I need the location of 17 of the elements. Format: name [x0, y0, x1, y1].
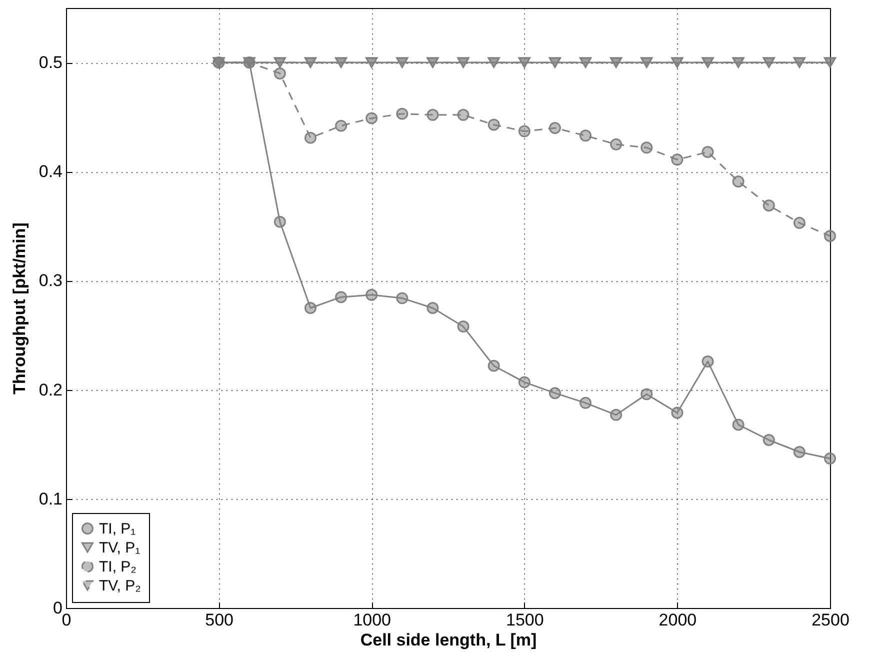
y-tick-label: 0.5 — [38, 53, 62, 72]
y-axis-title: Throughput [pkt/min] — [10, 222, 29, 394]
x-tick-label: 2500 — [812, 610, 850, 630]
x-tick-label: 1500 — [506, 610, 544, 630]
x-tick-label: 500 — [205, 610, 234, 630]
legend-label: TI, P₁ — [99, 520, 136, 538]
x-tick-label: 2000 — [658, 610, 697, 630]
legend-label: TV, P₁ — [99, 540, 140, 556]
y-tick-label: 0.4 — [38, 162, 62, 182]
x-axis-title: Cell side length, L [m] — [360, 630, 537, 650]
y-tick-label: 0.1 — [38, 489, 62, 508]
y-tick-label: 0 — [53, 598, 62, 618]
legend-label: TI, P₂ — [99, 558, 137, 576]
x-tick-label: 1000 — [353, 610, 392, 630]
y-tick-label: 0.2 — [38, 380, 62, 400]
y-tick-label: 0.3 — [38, 271, 62, 290]
legend-label: TV, P₂ — [99, 578, 142, 594]
